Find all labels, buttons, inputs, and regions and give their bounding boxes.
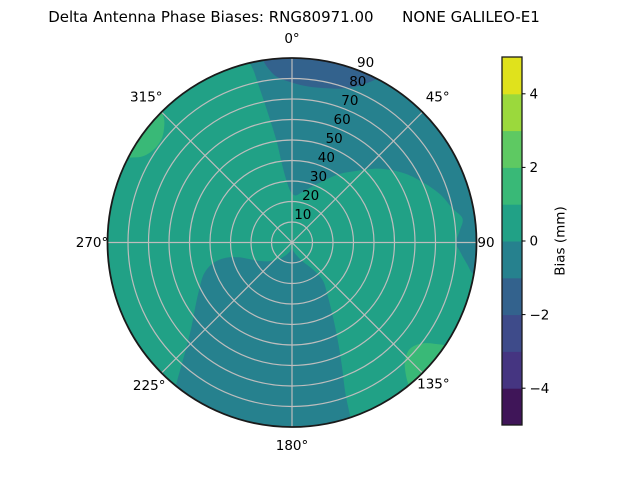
colorbar-band--3--2 [502, 314, 522, 352]
angle-tick-label-0: 0° [284, 31, 299, 47]
radial-tick-label-60: 60 [334, 112, 351, 128]
colorbar: 4 2 0 −2 −4 Bias (mm) [501, 56, 569, 426]
radial-tick-label-90: 90 [357, 55, 374, 71]
radial-tick-label-20: 20 [302, 188, 319, 204]
radial-tick-label-30: 30 [310, 169, 327, 185]
grid-spoke-135 [291, 242, 423, 374]
colorbar-band-0-1 [502, 204, 522, 242]
angle-tick-label-135: 135° [417, 377, 450, 393]
grid-spoke-315 [161, 111, 293, 243]
colorbar-band-3-4 [502, 93, 522, 132]
angle-tick-label-45: 45° [426, 90, 450, 106]
figure-title: Delta Antenna Phase Biases: RNG80971.00 … [48, 8, 540, 26]
colorbar-tick-label--4: −4 [530, 381, 550, 397]
south-teal-swirl [173, 248, 355, 427]
radial-tick-label-10: 10 [294, 207, 311, 223]
colorbar-band--2--1 [502, 277, 522, 316]
plot-rim [106, 57, 478, 428]
angle-tick-label-270: 270° [76, 235, 109, 251]
colorbar-band--1-0 [502, 241, 522, 279]
angle-tick-label-225: 225° [133, 378, 166, 394]
angular-tick-labels: 0° 45° 90 135° 180° 225° 270° 315° [76, 31, 495, 454]
radial-tick-label-70: 70 [341, 93, 358, 109]
colorbar-band-2-3 [502, 130, 522, 168]
grid-spoke-45 [291, 111, 423, 243]
colorbar-band--4--3 [502, 351, 522, 389]
colorbar-tick-label-4: 4 [530, 87, 539, 103]
polar-grid [107, 58, 477, 427]
colorbar-tick-label-2: 2 [530, 160, 539, 176]
angle-tick-label-315: 315° [130, 90, 163, 106]
colorbar-band-4-5 [502, 57, 522, 95]
north-blue-patch [259, 58, 386, 89]
angle-tick-label-180: 180° [276, 438, 309, 454]
radial-tick-label-50: 50 [326, 131, 343, 147]
colorbar-tick-label-0: 0 [530, 234, 539, 250]
colorbar-band--5--4 [502, 388, 522, 426]
grid-spoke-225 [161, 242, 293, 374]
colorbar-axis-label: Bias (mm) [553, 206, 569, 275]
radial-tick-label-40: 40 [318, 150, 335, 166]
angle-tick-label-90: 90 [477, 235, 494, 251]
radial-tick-label-80: 80 [349, 74, 366, 90]
radial-tick-labels: 10 20 30 40 50 60 70 80 90 [294, 55, 374, 223]
colorbar-tick-label--2: −2 [530, 307, 550, 323]
colorbar-band-1-2 [502, 167, 522, 205]
